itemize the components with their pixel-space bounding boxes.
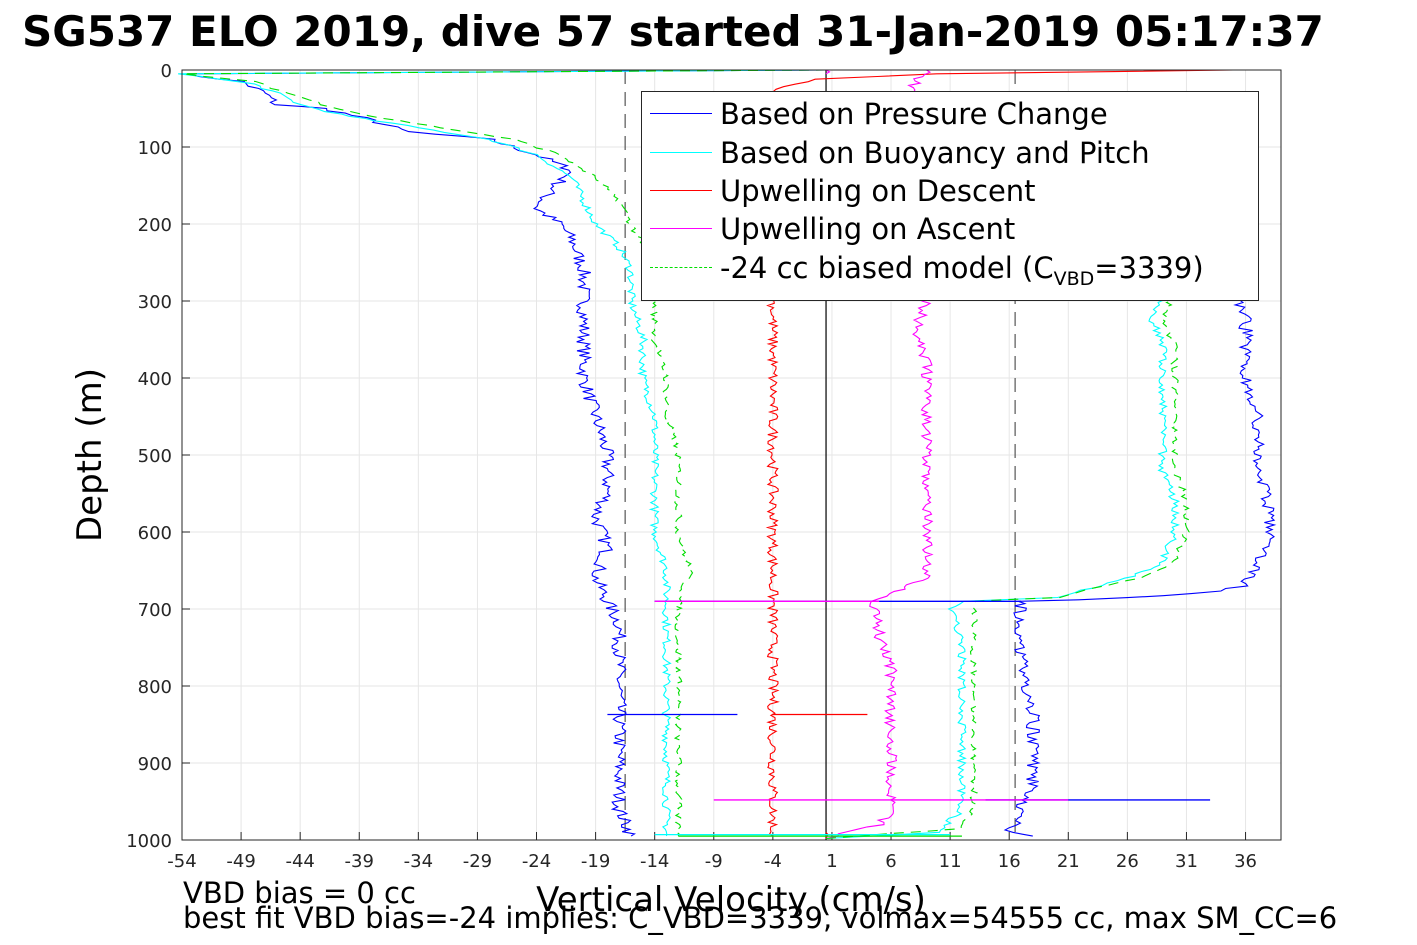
series-line-ascent xyxy=(825,292,1181,840)
y-tick-label: 200 xyxy=(138,215,172,236)
y-tick-label: 0 xyxy=(161,61,172,82)
y-tick-label: 700 xyxy=(138,600,172,621)
series-line-descent xyxy=(183,69,827,837)
legend-label: Based on Buoyancy and Pitch xyxy=(720,136,1150,170)
x-tick-label: -9 xyxy=(705,851,723,872)
x-tick-label: -49 xyxy=(226,851,255,872)
y-tick-label: 100 xyxy=(138,138,172,159)
x-tick-label: -29 xyxy=(463,851,492,872)
legend-item-buoyancy-pitch: Based on Buoyancy and Pitch xyxy=(642,134,1258,172)
legend-swatch xyxy=(650,113,712,114)
series-line-descent xyxy=(825,69,831,75)
x-tick-label: 36 xyxy=(1234,851,1257,872)
x-tick-label: -34 xyxy=(404,851,433,872)
legend-item-upwelling-ascent: Upwelling on Ascent xyxy=(642,210,1258,248)
x-tick-label: -24 xyxy=(522,851,551,872)
series-line-ascent xyxy=(825,831,829,839)
x-tick-label: 26 xyxy=(1116,851,1139,872)
legend-label: Based on Pressure Change xyxy=(720,97,1108,131)
x-tick-label: -54 xyxy=(167,851,196,872)
series-line-ascent xyxy=(1003,292,1277,837)
y-tick-label: 300 xyxy=(138,292,172,313)
legend-swatch xyxy=(650,267,712,268)
best-fit-note: best fit VBD bias=-24 implies: C_VBD=333… xyxy=(183,901,1338,935)
x-tick-label: 1 xyxy=(826,851,837,872)
y-tick-label: 600 xyxy=(138,523,172,544)
y-tick-labels: 0 100 200 300 400 500 600 700 800 900 1000 xyxy=(126,61,172,852)
y-tick-label: 500 xyxy=(138,446,172,467)
y-tick-label: 800 xyxy=(138,677,172,698)
legend-swatch xyxy=(650,228,712,229)
x-tick-label: 6 xyxy=(885,851,896,872)
y-axis-label: Depth (m) xyxy=(70,367,110,543)
x-tick-label: 31 xyxy=(1175,851,1198,872)
legend-swatch xyxy=(650,152,712,153)
legend-label: Upwelling on Descent xyxy=(720,174,1036,208)
x-axis-label: Vertical Velocity (cm/s) xyxy=(536,880,926,920)
x-tick-labels: -54 -49 -44 -39 -34 -29 -24 -19 -14 -9 -4 1 6 11 16 21 2… xyxy=(167,851,1257,872)
vbd-bias-note: VBD bias = 0 cc xyxy=(183,876,416,910)
chart-title: SG537 ELO 2019, dive 57 started 31-Jan-2… xyxy=(22,7,1324,56)
x-tick-label: -44 xyxy=(285,851,314,872)
x-tick-label: -39 xyxy=(345,851,374,872)
legend-label: Upwelling on Ascent xyxy=(720,212,1016,246)
x-tick-label: 21 xyxy=(1057,851,1080,872)
plot-frame xyxy=(181,69,1282,841)
x-tick-label: 16 xyxy=(998,851,1021,872)
series-line-descent xyxy=(187,69,827,837)
legend-label: -24 cc biased model (CVBD=3339) xyxy=(720,251,1204,290)
series-line-descent xyxy=(178,69,827,837)
x-tick-label: -14 xyxy=(640,851,669,872)
y-tick-label: 900 xyxy=(138,754,172,775)
x-tick-label: -4 xyxy=(764,851,782,872)
legend-item-upwelling-descent: Upwelling on Descent xyxy=(642,172,1258,210)
chart-legend: Based on Pressure Change Based on Buoyan… xyxy=(641,91,1259,301)
y-tick-label: 400 xyxy=(138,369,172,390)
series-line-ascent xyxy=(825,292,1192,840)
legend-swatch xyxy=(650,190,712,191)
legend-item-pressure-change: Based on Pressure Change xyxy=(642,95,1258,133)
x-tick-label: -19 xyxy=(581,851,610,872)
legend-item-biased-model: -24 cc biased model (CVBD=3339) xyxy=(642,249,1258,290)
x-tick-label: 11 xyxy=(939,851,962,872)
y-tick-label: 1000 xyxy=(126,831,172,852)
